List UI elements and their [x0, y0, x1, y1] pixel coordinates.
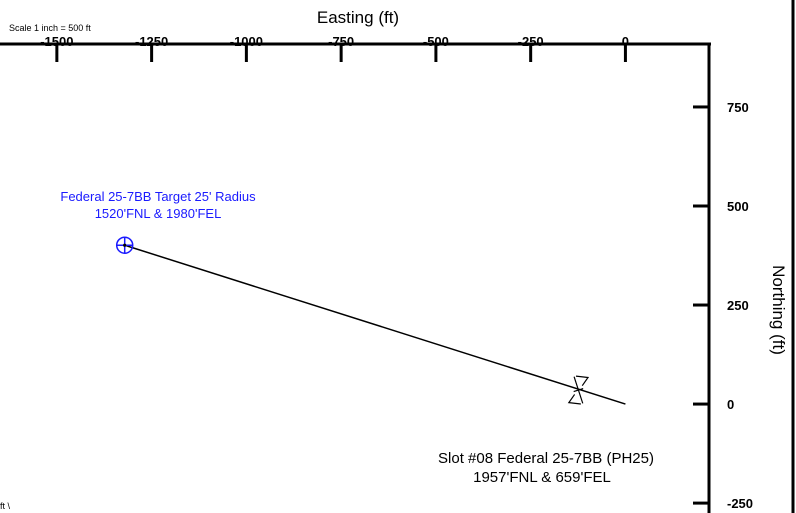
slot-symbol-flag-top — [575, 375, 590, 387]
y-axis-ticks: 750 500 250 0 -250 — [693, 100, 753, 511]
target-label-line-1: Federal 25-7BB Target 25' Radius — [60, 189, 256, 204]
slot-symbol — [567, 375, 590, 405]
x-tick-label: -750 — [328, 34, 354, 49]
y-tick-label: 750 — [727, 100, 749, 115]
corner-fragment: ft \ — [0, 501, 11, 511]
wellbore-path-line — [124, 244, 626, 405]
y-axis-title: Northing (ft) — [769, 265, 788, 355]
y-tick-label: 250 — [727, 298, 749, 313]
x-tick-label: -1000 — [230, 34, 263, 49]
target-label-line-2: 1520'FNL & 1980'FEL — [95, 206, 222, 221]
series-layer — [115, 236, 626, 405]
x-axis-title: Easting (ft) — [317, 8, 399, 27]
scale-note: Scale 1 inch = 500 ft — [9, 23, 91, 33]
y-tick-label: 0 — [727, 397, 734, 412]
x-tick-label: 0 — [622, 34, 629, 49]
x-tick-label: -1500 — [40, 34, 73, 49]
slot-symbol-flag-bottom — [567, 394, 581, 405]
slot-label-line-2: 1957'FNL & 659'FEL — [473, 469, 611, 486]
slot-label-line-1: Slot #08 Federal 25-7BB (PH25) — [438, 450, 654, 467]
x-tick-label: -250 — [518, 34, 544, 49]
y-tick-label: 500 — [727, 199, 749, 214]
y-tick-label: -250 — [727, 496, 753, 511]
target-center-dot — [123, 243, 127, 247]
x-tick-label: -1250 — [135, 34, 168, 49]
x-tick-label: -500 — [423, 34, 449, 49]
slot-symbol-crossbar — [573, 387, 584, 393]
x-axis-ticks: -1500 -1250 -1000 -750 -500 -250 0 — [40, 34, 629, 62]
